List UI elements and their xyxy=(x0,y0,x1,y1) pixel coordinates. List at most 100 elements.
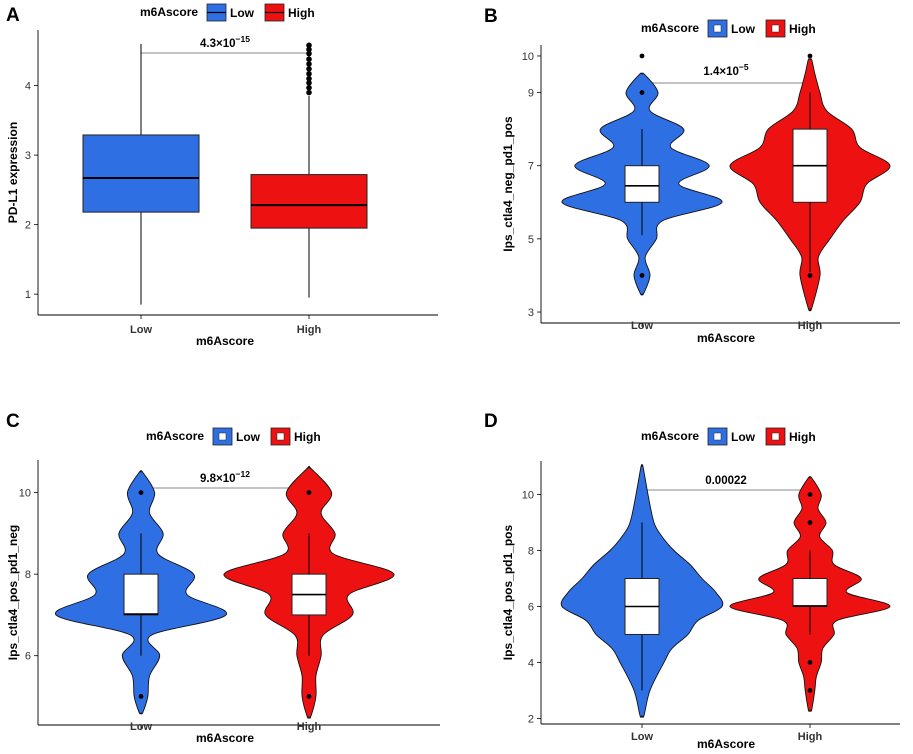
box xyxy=(792,578,828,607)
y-tick-label: 7 xyxy=(528,161,534,173)
outlier-point xyxy=(306,89,312,96)
outlier-point xyxy=(138,490,144,496)
x-tick-label-low: Low xyxy=(631,731,653,743)
outlier-point xyxy=(807,520,813,525)
legend-title: m6Ascore xyxy=(146,429,204,443)
outlier-point xyxy=(306,490,312,496)
x-tick-label-high: High xyxy=(297,324,322,336)
panel-letter: D xyxy=(484,411,498,432)
y-tick-label: 8 xyxy=(25,569,31,581)
outlier-point xyxy=(306,50,312,57)
outlier-point xyxy=(807,273,813,278)
group-high xyxy=(223,465,395,719)
legend-title: m6Ascore xyxy=(641,21,699,35)
outlier-point xyxy=(639,273,645,278)
panel-letter: A xyxy=(6,5,20,26)
x-axis-title: m6Ascore xyxy=(697,331,755,345)
outlier-point xyxy=(639,90,645,95)
outlier-point xyxy=(807,660,813,665)
significance-bracket: 0.00022 xyxy=(641,475,811,498)
outlier-point xyxy=(306,46,312,53)
bracket-line xyxy=(641,489,811,498)
x-axis-title: m6Ascore xyxy=(196,731,254,745)
legend-label-high: High xyxy=(288,6,315,20)
x-tick-label-high: High xyxy=(798,731,823,743)
outlier-point xyxy=(138,694,144,699)
y-tick-label: 3 xyxy=(528,307,534,319)
y-tick-label: 9 xyxy=(528,88,534,100)
y-tick-label: 6 xyxy=(528,601,534,613)
legend: m6Ascore Low High xyxy=(146,427,321,446)
group-low xyxy=(561,53,723,296)
p-value-label: 0.00022 xyxy=(705,475,747,487)
legend-swatch-box xyxy=(218,432,227,441)
y-tick-label: 2 xyxy=(528,713,534,725)
y-axis-title: Ips_ctla4_neg_pd1_pos xyxy=(501,116,515,252)
y-tick-label: 10 xyxy=(522,51,534,63)
x-tick-label-low: Low xyxy=(130,721,152,733)
y-axis-title: PD-L1 expression xyxy=(6,122,20,223)
legend-swatch-box xyxy=(771,432,780,441)
p-value-label: 9.8×10−12 xyxy=(200,469,250,485)
y-tick-label: 1 xyxy=(25,289,31,301)
outlier-point xyxy=(306,42,312,49)
outlier-point xyxy=(306,61,312,67)
y-tick-label: 4 xyxy=(25,81,31,93)
legend-title: m6Ascore xyxy=(140,5,198,19)
legend-label-low: Low xyxy=(236,430,261,444)
legend-label-high: High xyxy=(789,22,816,36)
group-high xyxy=(729,53,891,312)
outlier-point xyxy=(306,80,312,86)
bracket-line xyxy=(140,52,310,61)
x-tick-label-low: Low xyxy=(631,320,653,332)
outlier-point xyxy=(807,53,813,59)
outlier-point xyxy=(639,53,645,59)
y-tick-label: 10 xyxy=(19,488,31,500)
group-high xyxy=(250,42,368,298)
y-axis-title: Ips_ctla4_pos_pd1_pos xyxy=(501,524,515,660)
significance-bracket: 9.8×10−12 xyxy=(140,469,310,496)
outlier-point xyxy=(306,75,312,82)
x-axis-title: m6Ascore xyxy=(196,334,254,348)
y-tick-label: 10 xyxy=(522,490,534,502)
bracket-line xyxy=(641,82,811,91)
box xyxy=(123,573,159,616)
bracket-line xyxy=(140,487,310,496)
legend-swatch-box xyxy=(276,432,285,441)
group-low xyxy=(560,464,724,718)
outlier-point xyxy=(807,688,813,693)
y-tick-label: 4 xyxy=(528,657,534,669)
legend-label-low: Low xyxy=(731,430,756,444)
y-tick-label: 8 xyxy=(528,546,534,558)
legend: m6Ascore Low High xyxy=(140,3,315,22)
panel-letter: C xyxy=(6,411,20,432)
box xyxy=(250,174,368,229)
legend: m6Ascore Low High xyxy=(641,427,816,446)
outlier-point xyxy=(807,492,813,497)
p-value-label: 4.3×10−15 xyxy=(200,34,250,50)
legend-label-low: Low xyxy=(731,22,756,36)
outlier-point xyxy=(306,694,312,699)
outlier-point xyxy=(306,66,312,72)
x-tick-label-high: High xyxy=(798,320,823,332)
outlier-point xyxy=(306,56,312,62)
x-tick-label-high: High xyxy=(297,721,322,733)
legend-swatch-box xyxy=(713,24,722,33)
group-low xyxy=(55,470,227,715)
legend-label-high: High xyxy=(294,430,321,444)
y-tick-label: 3 xyxy=(25,150,31,162)
box xyxy=(624,165,660,203)
group-low xyxy=(82,43,200,305)
x-tick-label-low: Low xyxy=(130,324,152,336)
outlier-point xyxy=(306,84,312,91)
x-axis-title: m6Ascore xyxy=(697,737,755,751)
legend: m6Ascore Low High xyxy=(641,19,816,38)
legend-label-high: High xyxy=(789,430,816,444)
p-value-label: 1.4×10−5 xyxy=(703,62,748,78)
legend-swatch-box xyxy=(713,432,722,441)
significance-bracket: 1.4×10−5 xyxy=(641,62,811,91)
